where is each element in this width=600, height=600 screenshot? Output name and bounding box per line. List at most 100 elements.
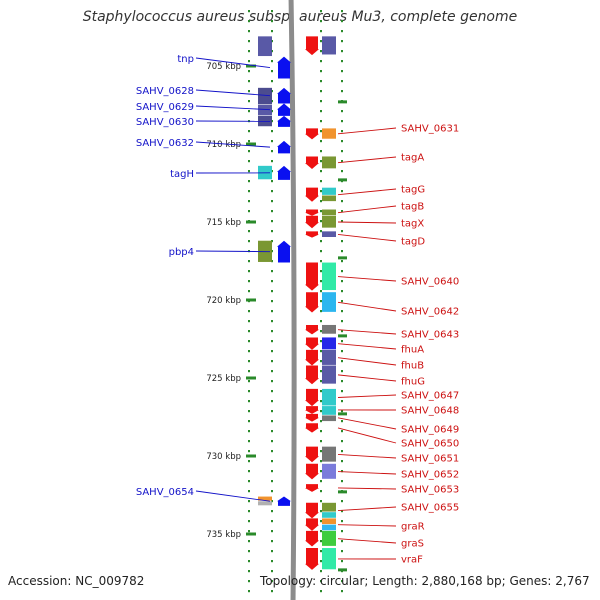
cog-block (322, 262, 336, 291)
grid-dot (271, 370, 273, 373)
grid-dot (271, 440, 273, 443)
grid-dot (248, 180, 250, 183)
grid-dot (341, 480, 343, 483)
grid-dot (320, 10, 322, 13)
cog-block (322, 548, 336, 570)
grid-dot (320, 80, 322, 83)
grid-dot (248, 130, 250, 133)
grid-dot (341, 190, 343, 193)
grid-dot (271, 270, 273, 273)
forward-gene-arrow (277, 103, 291, 116)
scale-tick-label: 715 kbp (206, 218, 241, 228)
grid-dot (248, 410, 250, 413)
grid-dot (271, 490, 273, 493)
reverse-label-leader (337, 453, 397, 459)
grid-dot (271, 300, 273, 303)
genome-backbone (288, 0, 297, 600)
grid-dot (320, 240, 322, 243)
reverse-gene-arrow (305, 292, 319, 313)
grid-dot (320, 430, 322, 433)
grid-dot (341, 160, 343, 163)
reverse-gene-label: SAHV_0647 (401, 391, 459, 402)
grid-dot (320, 580, 322, 583)
grid-dot (320, 140, 322, 143)
reverse-label-leader (337, 524, 397, 527)
cog-block (322, 292, 336, 312)
grid-dot (320, 210, 322, 213)
grid-dot (341, 520, 343, 523)
grid-dot (248, 540, 250, 543)
grid-dot (320, 20, 322, 23)
reverse-label-leader (337, 221, 397, 224)
grid-dot (271, 480, 273, 483)
grid-dot (271, 180, 273, 183)
grid-dot (271, 80, 273, 83)
reverse-label-leader (337, 374, 397, 382)
reverse-gene-label: graR (401, 522, 425, 533)
grid-dot (341, 20, 343, 23)
grid-dot (248, 350, 250, 353)
grid-dot (248, 150, 250, 153)
grid-dot (341, 250, 343, 253)
scale-tick (246, 532, 256, 536)
grid-dot (248, 240, 250, 243)
grid-dot (320, 290, 322, 293)
scale-tick-label: 725 kbp (206, 374, 241, 384)
grid-dot (341, 280, 343, 283)
grid-dot (341, 350, 343, 353)
reverse-gene-label: SAHV_0652 (401, 470, 459, 481)
grid-dot (271, 230, 273, 233)
reverse-gene-label: SAHV_0655 (401, 503, 459, 514)
grid-dot (248, 320, 250, 323)
grid-dot (271, 280, 273, 283)
reverse-label-leader (337, 156, 397, 164)
cog-block (322, 518, 336, 525)
grid-dot (248, 80, 250, 83)
grid-dot (341, 580, 343, 583)
grid-dot (248, 370, 250, 373)
reverse-gene-arrow (305, 349, 319, 366)
reverse-label-leader (337, 417, 397, 430)
grid-dot (320, 170, 322, 173)
scale-tick-label: 735 kbp (206, 530, 241, 540)
grid-dot (271, 220, 273, 223)
grid-dot (341, 400, 343, 403)
grid-dot (341, 590, 343, 593)
reverse-label-leader (337, 487, 397, 490)
grid-dot (341, 430, 343, 433)
grid-dot (271, 330, 273, 333)
reverse-label-leader (337, 357, 397, 366)
grid-dot (320, 440, 322, 443)
cog-block (258, 36, 272, 57)
scale-tick-right (338, 568, 347, 572)
cog-block (322, 406, 336, 415)
grid-dot (320, 90, 322, 93)
forward-gene-label: SAHV_0628 (136, 86, 194, 97)
cog-block (322, 215, 336, 228)
grid-dot (271, 140, 273, 143)
grid-dot (320, 160, 322, 163)
reverse-gene-arrow (305, 518, 319, 531)
grid-dot (271, 310, 273, 313)
grid-dot (248, 580, 250, 583)
cog-block (258, 105, 272, 116)
grid-dot (271, 390, 273, 393)
reverse-gene-arrow (305, 156, 319, 169)
grid-dot (248, 260, 250, 263)
grid-dot (320, 60, 322, 63)
grid-dot (320, 70, 322, 73)
forward-label-leader (195, 105, 271, 111)
scale-tick-label: 730 kbp (206, 452, 241, 462)
grid-dot (248, 470, 250, 473)
reverse-gene-label: tagG (401, 185, 425, 196)
forward-gene-label: pbp4 (169, 247, 194, 258)
grid-dot (248, 490, 250, 493)
grid-dot (320, 500, 322, 503)
grid-dot (320, 150, 322, 153)
grid-dot (271, 430, 273, 433)
grid-dot (248, 530, 250, 533)
cog-block (322, 36, 336, 55)
grid-dot (341, 70, 343, 73)
grid-dot (341, 210, 343, 213)
forward-gene-label: tagH (170, 169, 194, 180)
